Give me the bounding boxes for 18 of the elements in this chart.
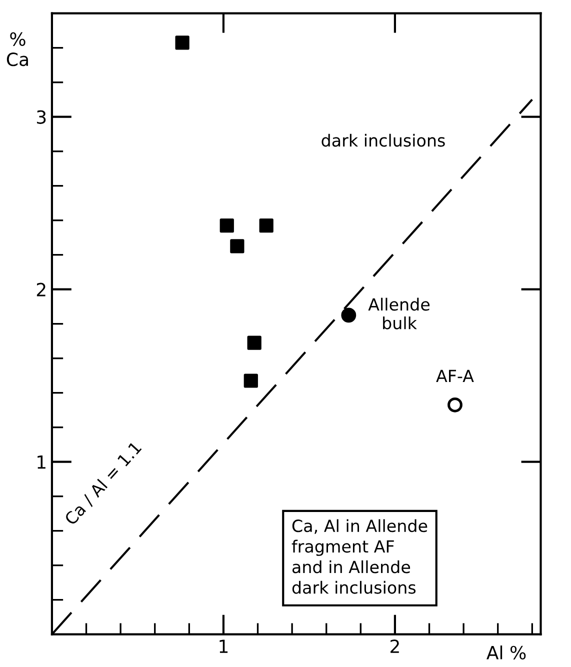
annotation: Ca, Al in Allende fragment AF and in Allende dark inclusions bbox=[292, 519, 428, 594]
x-axis-title: Al % bbox=[486, 645, 526, 660]
annotation: AF-A bbox=[436, 370, 474, 382]
point bbox=[230, 239, 244, 254]
point bbox=[341, 308, 356, 323]
point bbox=[448, 397, 462, 412]
annotation: dark inclusions bbox=[322, 134, 445, 147]
point bbox=[220, 218, 234, 233]
point bbox=[175, 36, 190, 50]
point bbox=[259, 218, 274, 233]
annotation: Allende bulk bbox=[368, 298, 430, 330]
y-tick-label: 2 bbox=[36, 282, 46, 296]
y-tick-label: 3 bbox=[36, 110, 46, 124]
annotation: Ca / Al = 1.1 bbox=[64, 440, 143, 527]
point bbox=[247, 336, 262, 350]
point bbox=[244, 374, 258, 388]
y-axis-title: % Ca bbox=[6, 32, 28, 66]
y-tick-label: 1 bbox=[38, 456, 46, 469]
